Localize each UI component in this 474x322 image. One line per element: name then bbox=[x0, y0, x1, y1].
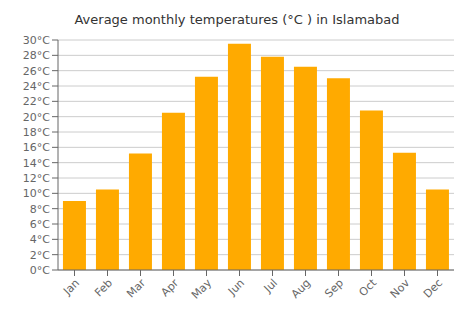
svg-text:6°C: 6°C bbox=[30, 218, 50, 231]
svg-text:22°C: 22°C bbox=[23, 95, 50, 108]
svg-text:Aug: Aug bbox=[289, 276, 313, 300]
svg-text:4°C: 4°C bbox=[30, 233, 50, 246]
svg-text:30°C: 30°C bbox=[23, 34, 50, 47]
svg-text:10°C: 10°C bbox=[23, 187, 50, 200]
svg-text:12°C: 12°C bbox=[23, 172, 50, 185]
svg-text:Mar: Mar bbox=[124, 276, 148, 300]
svg-text:18°C: 18°C bbox=[23, 126, 50, 139]
svg-text:Jan: Jan bbox=[60, 276, 82, 298]
svg-text:16°C: 16°C bbox=[23, 141, 50, 154]
svg-text:May: May bbox=[189, 276, 215, 302]
svg-text:2°C: 2°C bbox=[30, 249, 50, 262]
svg-text:8°C: 8°C bbox=[30, 203, 50, 216]
svg-text:Apr: Apr bbox=[158, 276, 181, 299]
svg-text:26°C: 26°C bbox=[23, 65, 50, 78]
svg-text:Sep: Sep bbox=[322, 276, 346, 300]
svg-text:Oct: Oct bbox=[356, 276, 379, 299]
svg-text:Jul: Jul bbox=[261, 276, 280, 295]
svg-text:14°C: 14°C bbox=[23, 157, 50, 170]
svg-text:20°C: 20°C bbox=[23, 111, 50, 124]
html-text:Average monthly temperatures (: Average monthly temperatures (°C ) in Is… bbox=[74, 12, 400, 27]
svg-text:0°C: 0°C bbox=[30, 264, 50, 277]
svg-text:Dec: Dec bbox=[421, 276, 445, 300]
svg-text:28°C: 28°C bbox=[23, 49, 50, 62]
svg-text:Nov: Nov bbox=[388, 276, 413, 301]
svg-text:Feb: Feb bbox=[92, 276, 115, 299]
svg-text:24°C: 24°C bbox=[23, 80, 50, 93]
svg-text:Jun: Jun bbox=[225, 276, 247, 298]
